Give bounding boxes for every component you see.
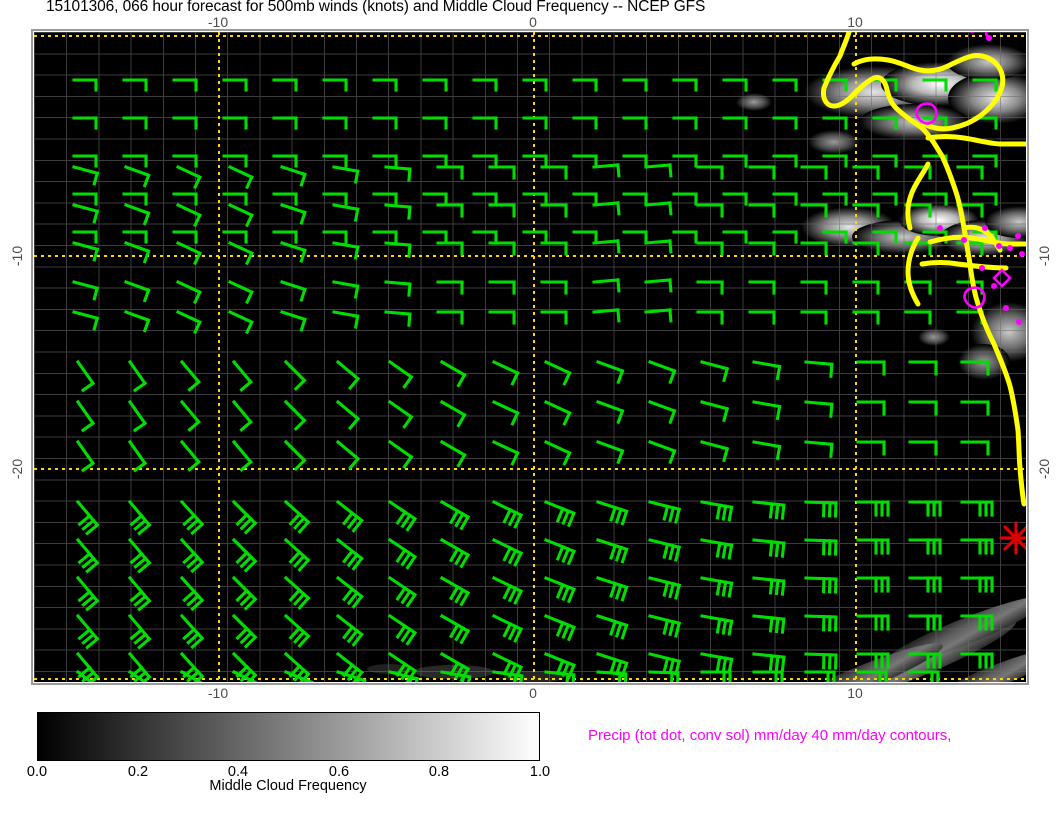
location-marker-asterisk[interactable] <box>34 32 1026 682</box>
axis-tick-bottom-neg10: -10 <box>207 685 229 701</box>
colorbar-label: Middle Cloud Frequency <box>209 778 367 794</box>
page-title: 15101306, 066 hour forecast for 500mb wi… <box>46 0 706 15</box>
gridline-major-horizontal-neg10 <box>34 255 1026 257</box>
colorbar-tick-2: 0.4 <box>227 764 249 780</box>
colorbar-tick-0: 0.0 <box>26 764 48 780</box>
axis-tick-left-neg10: -10 <box>9 245 25 267</box>
axis-tick-left-neg20: -20 <box>9 458 25 480</box>
colorbar-tick-4: 0.8 <box>428 764 450 780</box>
colorbar-tick-5: 1.0 <box>529 764 551 780</box>
axis-tick-right-neg20: -20 <box>1036 458 1052 480</box>
precip-legend-text: Precip (tot dot, conv sol) mm/day 40 mm/… <box>588 727 952 744</box>
gridline-major-horizontal-bottom <box>34 678 1026 680</box>
gridline-major-horizontal-neg20 <box>34 468 1026 470</box>
wind-barb-field <box>66 78 998 682</box>
precipitation-contours <box>915 32 1025 325</box>
gridline-major-horizontal-0 <box>34 35 1026 37</box>
minor-gridlines <box>34 32 1026 682</box>
axis-tick-bottom-zero: 0 <box>529 685 537 701</box>
axis-tick-right-neg10: -10 <box>1036 245 1052 267</box>
colorbar-middle-cloud-frequency <box>37 712 540 761</box>
coastline-overlay <box>821 32 1026 507</box>
axis-tick-top-neg10: -10 <box>207 14 229 30</box>
gridline-major-vertical-neg10 <box>218 32 220 682</box>
axis-tick-bottom-10: 10 <box>847 685 863 701</box>
gridline-major-vertical-10 <box>855 32 857 682</box>
axis-tick-top-zero: 0 <box>529 14 537 30</box>
gridline-major-vertical-0 <box>533 32 535 682</box>
colorbar-tick-1: 0.2 <box>127 764 149 780</box>
axis-tick-top-10: 10 <box>847 14 863 30</box>
map-plot-area[interactable] <box>34 32 1026 682</box>
colorbar-tick-3: 0.6 <box>328 764 350 780</box>
